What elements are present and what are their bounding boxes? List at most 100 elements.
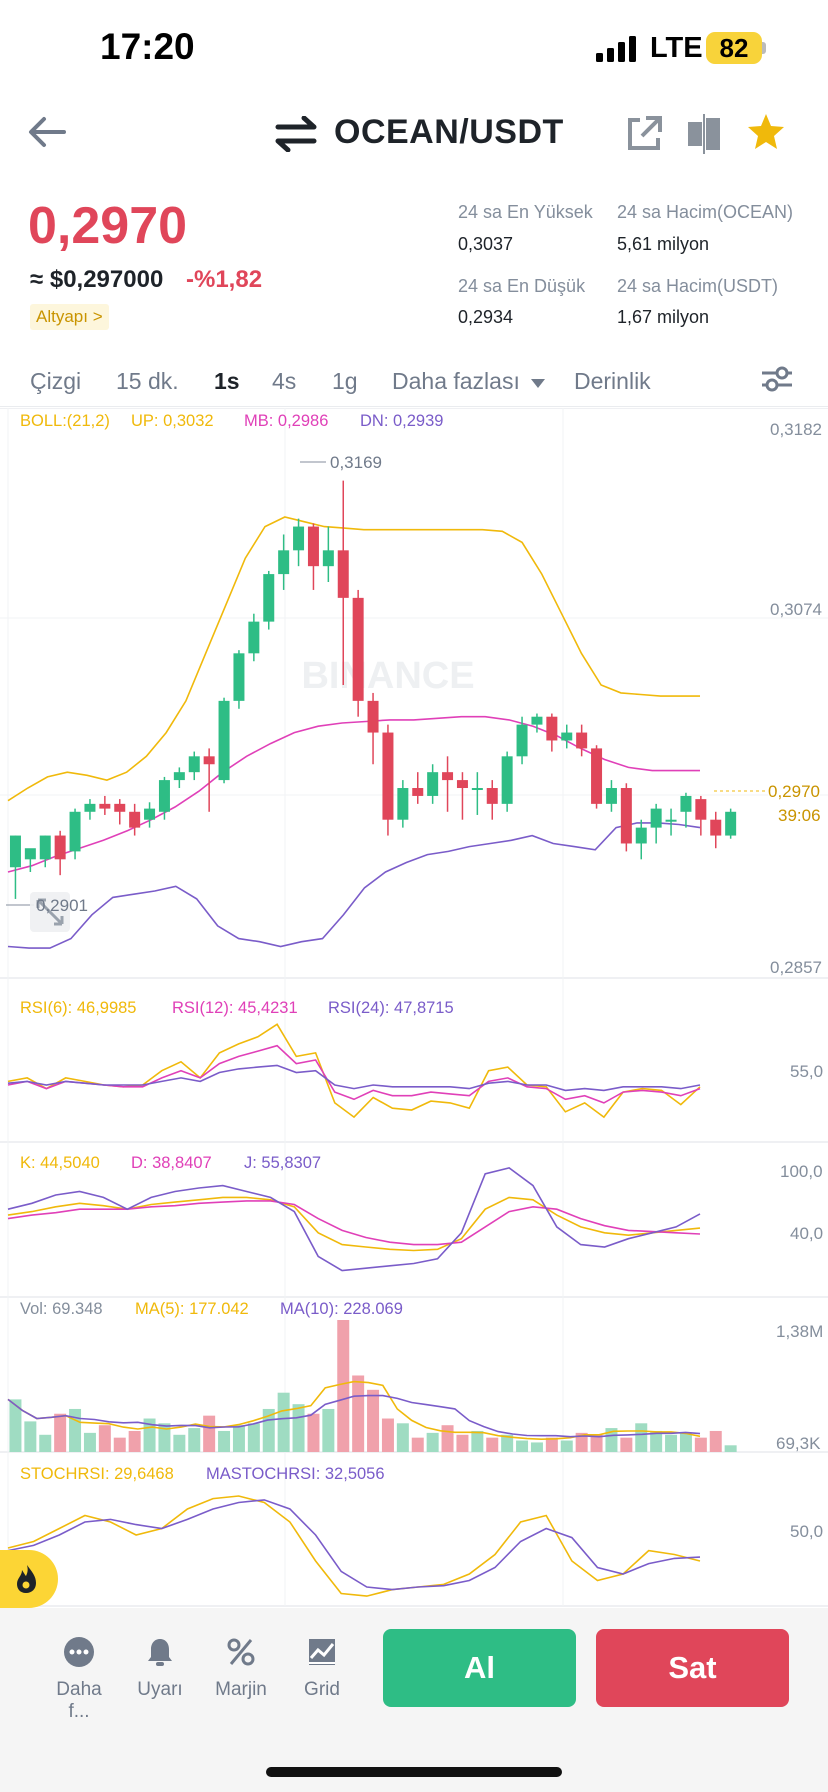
kline-chart[interactable]: BINANCE: [0, 408, 828, 1608]
volume-bar: [679, 1432, 692, 1452]
candle-body: [129, 811, 141, 828]
candle-body: [650, 808, 662, 828]
boll-dn-value: DN: 0,2939: [360, 412, 444, 430]
boll-mb-line: [7, 715, 700, 873]
volume-bar: [39, 1434, 52, 1452]
back-arrow-icon[interactable]: [26, 112, 68, 152]
volume-bar: [724, 1445, 737, 1452]
expand-chart-icon[interactable]: [30, 892, 70, 932]
volume-bar: [665, 1434, 678, 1452]
volume-bar: [441, 1425, 454, 1452]
more-menu-label: Daha f...: [56, 1679, 102, 1722]
volume-bar: [694, 1437, 707, 1452]
last-price: 0,2970: [28, 197, 188, 255]
flame-icon: [17, 1565, 36, 1593]
volume-bar: [277, 1392, 290, 1452]
favorite-star-icon[interactable]: [746, 112, 786, 152]
candle-body: [352, 597, 364, 701]
buy-button[interactable]: Al: [383, 1629, 576, 1707]
trading-pair-title[interactable]: OCEAN/USDT: [334, 113, 564, 151]
rsi6-line: [7, 1023, 701, 1119]
volume-bar: [337, 1320, 350, 1452]
candle-body: [54, 835, 66, 860]
tab-1h[interactable]: 1s: [214, 368, 240, 394]
candle-body: [501, 756, 513, 804]
volume-bars: [9, 1320, 737, 1452]
percent-icon: [227, 1638, 255, 1666]
candle-body: [605, 788, 617, 804]
stat-low-value: 0,2934: [458, 307, 514, 327]
tab-depth[interactable]: Derinlik: [574, 368, 651, 394]
volume-bar: [322, 1408, 335, 1452]
volume-bar: [381, 1418, 394, 1452]
volume-bar: [411, 1437, 424, 1452]
volume-bar: [203, 1415, 216, 1452]
volume-ma5: MA(5): 177.042: [135, 1300, 249, 1318]
tab-line[interactable]: Çizgi: [30, 368, 82, 394]
volume-bar: [24, 1421, 37, 1452]
fiat-price: ≈ $0,297000: [30, 266, 164, 293]
volume-bar: [9, 1399, 22, 1452]
volume-bar: [307, 1413, 320, 1452]
sell-button[interactable]: Sat: [596, 1629, 789, 1707]
alert-label: Uyarı: [137, 1679, 183, 1700]
mastochrsi-line: [7, 1499, 701, 1591]
margin-button[interactable]: Marjin: [206, 1636, 276, 1701]
price-change-percent: -%1,82: [186, 266, 263, 293]
volume-ma10-line: [7, 1394, 701, 1438]
tab-1d[interactable]: 1g: [332, 368, 358, 394]
candlestick-view-icon[interactable]: [686, 114, 722, 154]
candle-body: [158, 780, 170, 812]
more-menu-button[interactable]: Daha f...: [44, 1636, 114, 1723]
share-icon[interactable]: [624, 114, 664, 154]
boll-name: BOLL:(21,2): [20, 412, 110, 430]
candle-body: [412, 788, 424, 796]
swap-pair-icon[interactable]: [274, 116, 318, 152]
hot-feature-button[interactable]: [0, 1550, 58, 1608]
infrastructure-link[interactable]: Altyapı >: [30, 304, 109, 330]
more-dots-icon: [64, 1637, 94, 1667]
candle-body: [382, 732, 394, 820]
battery-indicator: 82: [706, 32, 762, 64]
stat-low-label: 24 sa En Düşük: [458, 276, 586, 296]
volume-bar: [709, 1430, 722, 1452]
volume-bar: [501, 1434, 514, 1452]
alert-button[interactable]: Uyarı: [125, 1636, 195, 1701]
stochrsi-value: STOCHRSI: 29,6468: [20, 1465, 174, 1483]
grid-button[interactable]: Grid: [287, 1636, 357, 1701]
tab-divider: [0, 406, 828, 407]
volume-bar: [247, 1423, 260, 1452]
volume-bar: [560, 1440, 573, 1452]
stat-vol-base-label: 24 sa Hacim(OCEAN): [617, 202, 794, 222]
bollinger-bands: [7, 516, 701, 949]
candle-body: [546, 716, 558, 741]
volume-bar: [575, 1432, 588, 1452]
tab-more[interactable]: Daha fazlası: [392, 368, 546, 395]
candle-body: [233, 653, 245, 701]
candle-body: [531, 716, 543, 725]
tab-more-label: Daha fazlası: [392, 368, 520, 394]
candle-body: [680, 795, 692, 812]
volume-bar: [620, 1437, 633, 1452]
volume-bar: [69, 1408, 82, 1452]
kdj-j-value: J: 55,8307: [244, 1154, 322, 1172]
kdj-axis-mid: 40,0: [790, 1224, 824, 1243]
candle-countdown: 39:06: [778, 806, 821, 825]
candle-body: [442, 772, 454, 781]
volume-bar: [292, 1404, 305, 1452]
volume-bar: [471, 1430, 484, 1452]
price-axis-top: 0,3182: [770, 420, 822, 439]
rsi12-line: [7, 1044, 701, 1104]
chart-settings-icon[interactable]: [760, 364, 794, 394]
volume-bar: [367, 1389, 380, 1452]
candle-body: [24, 848, 36, 860]
candle-body: [397, 788, 409, 820]
tab-4h[interactable]: 4s: [272, 368, 297, 394]
volume-bar: [98, 1425, 111, 1452]
rsi-axis: 55,0: [790, 1062, 824, 1081]
caret-down-icon: [531, 378, 546, 388]
low-marker-label: 0,2901: [36, 896, 88, 915]
candle-body: [278, 550, 290, 575]
volume-bar: [426, 1432, 439, 1452]
tab-15m[interactable]: 15 dk.: [116, 368, 179, 394]
